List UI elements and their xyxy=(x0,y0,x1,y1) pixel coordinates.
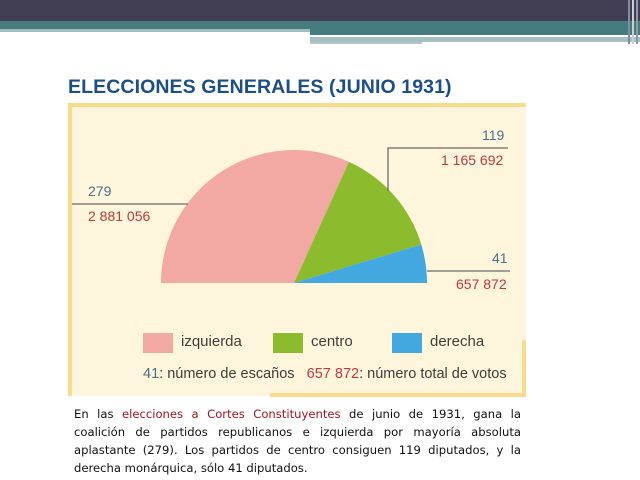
legend-note-votes-example: 657 872 xyxy=(306,366,360,382)
caption-part1: En las xyxy=(74,407,122,421)
legend-swatch-centro xyxy=(273,333,303,353)
chart-panel-border-right xyxy=(522,340,526,397)
wedge-izquierda xyxy=(161,150,349,283)
slide-deco-line xyxy=(310,35,484,37)
slide-teal-light-line xyxy=(0,29,310,32)
legend-note: 41: número de escaños 657 872: número to… xyxy=(143,366,507,382)
legend-label-centro: centro xyxy=(311,333,353,350)
slide-top-bar xyxy=(0,0,640,21)
slide-teal-band xyxy=(0,21,640,29)
legend-swatch-izquierda xyxy=(143,333,173,353)
seats-label-izquierda: 279 xyxy=(88,183,112,199)
slide-deco-line xyxy=(310,42,422,44)
votes-label-derecha: 657 872 xyxy=(456,276,507,292)
slide-caption: En las elecciones a Cortes Constituyente… xyxy=(74,405,521,477)
caption-highlight: elecciones a Cortes Constituyentes xyxy=(121,407,341,421)
wedge-derecha xyxy=(294,244,427,283)
slide-deco-stripes xyxy=(508,0,640,44)
chart-wedges xyxy=(161,150,427,283)
slide-deco-line xyxy=(310,37,640,42)
legend-label-izquierda: izquierda xyxy=(181,333,242,350)
legend-note-votes-text: : número total de votos xyxy=(359,366,507,382)
chart-title: ELECCIONES GENERALES (JUNIO 1931) xyxy=(68,76,452,98)
deco-stripe xyxy=(632,0,634,44)
legend-note-seats-text: : número de escaños xyxy=(159,366,295,382)
legend-swatch-derecha xyxy=(392,333,422,353)
chart-panel-border-bottom xyxy=(270,393,526,397)
caption-part2: de junio de 1931, gana la coalición de p… xyxy=(74,407,521,475)
seats-label-derecha: 41 xyxy=(492,250,508,266)
chart-panel-border-top xyxy=(68,103,526,107)
chart-panel-border-left xyxy=(68,103,72,396)
slide-teal-band-right xyxy=(310,29,640,35)
votes-label-centro: 1 165 692 xyxy=(441,152,504,168)
votes-label-izquierda: 2 881 056 xyxy=(88,208,151,224)
seats-label-centro: 119 xyxy=(482,127,505,143)
deco-stripe xyxy=(636,0,638,44)
wedge-centro xyxy=(294,161,422,283)
legend-note-seats-example: 41 xyxy=(143,366,160,382)
legend-label-derecha: derecha xyxy=(430,333,485,350)
deco-stripe xyxy=(628,0,630,44)
leader-line-centro xyxy=(387,147,508,191)
